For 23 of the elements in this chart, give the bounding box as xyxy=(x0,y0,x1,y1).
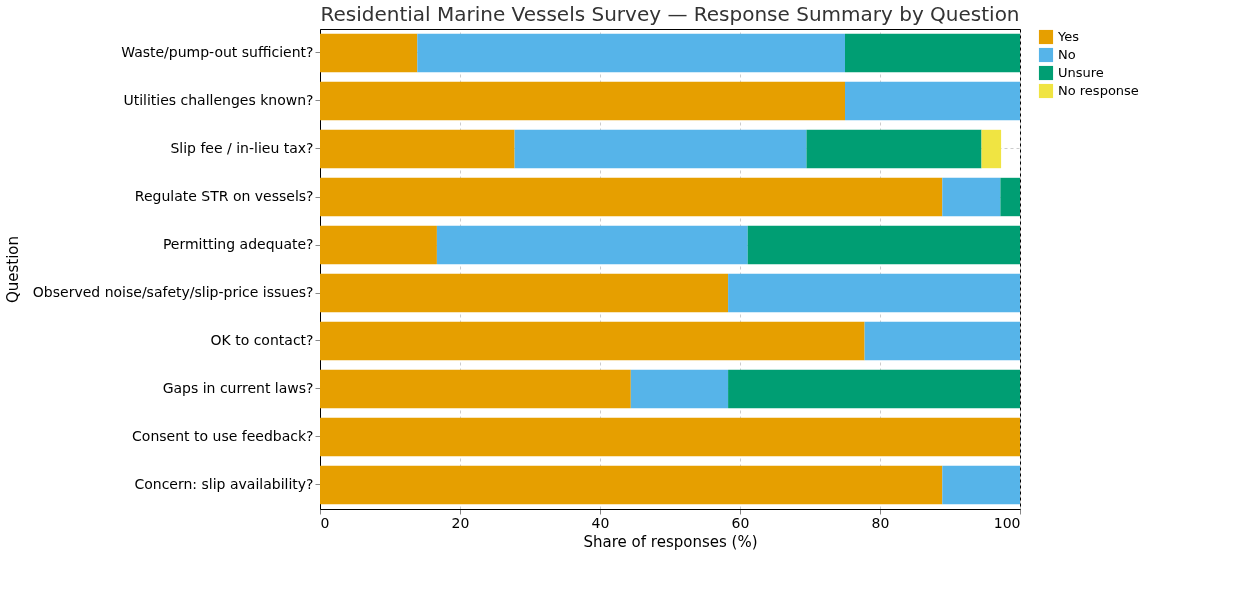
y-tick-label: Concern: slip availability? xyxy=(134,476,314,492)
y-tick-label: OK to contact? xyxy=(210,332,314,348)
y-axis-title: Question xyxy=(3,235,22,304)
x-tick-label: 0 xyxy=(320,514,330,531)
y-tick-label: Observed noise/safety/slip-price issues? xyxy=(32,284,314,300)
y-tick-label: Utilities challenges known? xyxy=(123,92,314,108)
legend-label: No response xyxy=(1058,83,1139,98)
y-tick-label: Permitting adequate? xyxy=(162,236,314,252)
legend-label: Unsure xyxy=(1058,65,1104,80)
x-tick-label: 80 xyxy=(871,514,890,531)
y-tick-label: Waste/pump-out sufficient? xyxy=(121,44,314,60)
y-tick-label: Consent to use feedback? xyxy=(132,428,314,444)
y-tick-label: Slip fee / in-lieu tax? xyxy=(170,140,314,156)
y-tick-label: Regulate STR on vessels? xyxy=(134,188,314,204)
legend-label: No xyxy=(1058,47,1076,62)
chart-title: Residential Marine Vessels Survey — Response Summary by Question xyxy=(320,2,1020,26)
x-tick-label: 20 xyxy=(451,514,470,531)
y-tick-label: Gaps in current laws? xyxy=(162,380,314,396)
x-axis-title: Share of responses (%) xyxy=(583,532,758,551)
x-tick-label: 40 xyxy=(591,514,610,531)
x-tick-label: 60 xyxy=(731,514,750,531)
x-tick-label: 100 xyxy=(993,514,1021,531)
legend-label: Yes xyxy=(1057,29,1080,44)
